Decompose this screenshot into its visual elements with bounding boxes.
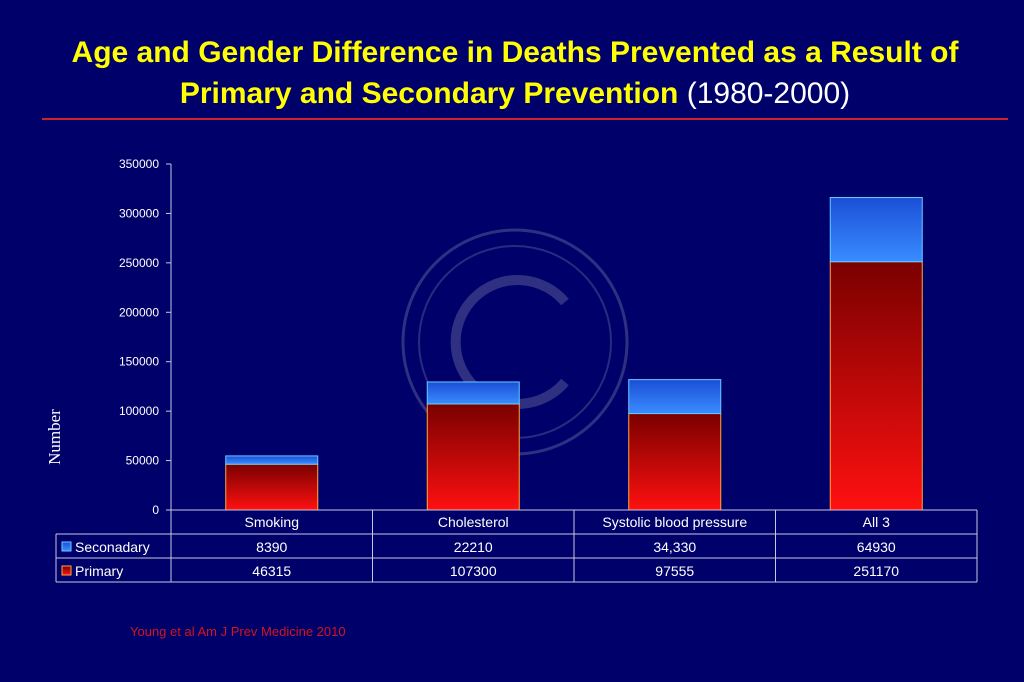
legend-swatch-primary [61,565,72,576]
category-label: Cholesterol [438,514,509,530]
table-value-secondary: 34,330 [653,539,696,555]
table-value-primary: 46315 [252,563,291,579]
y-tick-label: 300000 [119,206,159,220]
y-axis-title: Number [45,409,64,465]
table-value-primary: 107300 [450,563,497,579]
table-value-secondary: 8390 [256,539,287,555]
slide-title: Age and Gender Difference in Deaths Prev… [20,32,1010,114]
bar-primary [225,463,319,511]
bar-primary [628,413,722,511]
slide-title-main: Age and Gender Difference in Deaths Prev… [71,36,959,110]
bar-secondary [426,381,520,405]
table-value-secondary: 64930 [857,539,896,555]
category-label: All 3 [863,514,890,530]
y-tick-label: 250000 [119,256,159,270]
slide-title-years: (1980-2000) [686,77,851,110]
table-value-primary: 251170 [853,563,899,579]
citation-text: Young et al Am J Prev Medicine 2010 [130,624,346,639]
y-tick-label: 0 [152,503,159,517]
y-tick-label: 150000 [119,355,159,369]
y-tick-label: 100000 [119,404,159,418]
stacked-bar-chart: 0 50000 100000 150000 200000 250000 300000 3500… [45,157,978,583]
legend-label-primary: Primary [75,563,123,579]
bar-primary [426,403,520,511]
category-label: Systolic blood pressure [602,514,747,530]
legend-swatch-secondary [61,541,72,552]
table-value-primary: 97555 [655,563,694,579]
bar-secondary [829,197,923,263]
y-tick-label: 50000 [126,454,160,468]
legend-label-secondary: Seconadary [75,539,150,555]
bar-secondary [628,379,722,415]
title-divider [42,118,1008,120]
table-value-secondary: 22210 [454,539,493,555]
category-label: Smoking [245,514,299,530]
bar-primary [829,261,923,511]
y-tick-label: 200000 [119,305,159,319]
bar-secondary [225,455,319,465]
y-tick-label: 350000 [119,157,159,171]
